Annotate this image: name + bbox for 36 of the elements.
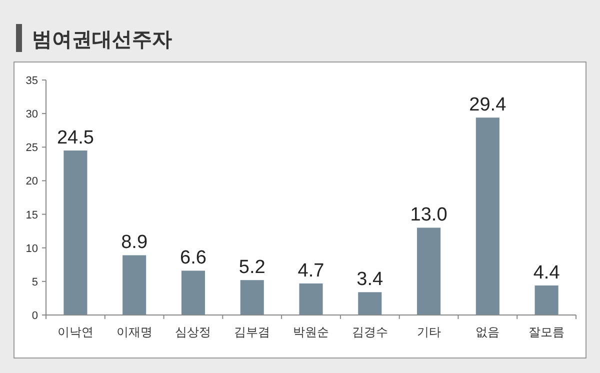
y-tick-label: 10	[26, 242, 38, 255]
y-tick-label: 35	[26, 75, 38, 87]
data-label: 4.7	[298, 260, 324, 282]
x-tick-label: 심상정	[175, 325, 212, 339]
bar	[299, 283, 323, 315]
data-label: 4.4	[533, 262, 560, 284]
data-label: 13.0	[410, 204, 448, 226]
x-tick-label: 이낙연	[57, 325, 94, 339]
data-label: 24.5	[56, 128, 94, 148]
y-tick-label: 5	[32, 276, 38, 288]
x-tick-label: 없음	[476, 325, 500, 339]
x-tick-label: 김부겸	[234, 325, 270, 339]
data-label: 5.2	[238, 257, 266, 278]
data-label: 29.4	[469, 94, 507, 116]
bar	[534, 285, 558, 315]
data-label: 6.6	[180, 248, 206, 269]
x-tick-label: 잘모름	[528, 325, 565, 339]
bar	[181, 270, 205, 315]
bar	[240, 280, 264, 315]
y-tick-label: 0	[32, 310, 38, 322]
x-tick-label: 이재명	[116, 325, 152, 339]
chart-title: 범여권대선주자	[32, 29, 172, 51]
y-tick-label: 30	[26, 108, 38, 121]
bar	[417, 228, 441, 315]
bar	[122, 255, 146, 315]
y-tick-label: 20	[26, 176, 38, 188]
bar	[358, 292, 382, 315]
x-tick-label: 기타	[416, 325, 441, 339]
x-tick-label: 김경수	[352, 325, 388, 339]
data-label: 8.9	[121, 232, 148, 254]
bar	[64, 150, 88, 315]
x-tick-label: 박원순	[293, 325, 329, 339]
data-label: 3.4	[356, 269, 384, 290]
y-tick-label: 15	[26, 209, 38, 222]
bar	[476, 118, 500, 315]
y-tick-label: 25	[26, 142, 38, 154]
